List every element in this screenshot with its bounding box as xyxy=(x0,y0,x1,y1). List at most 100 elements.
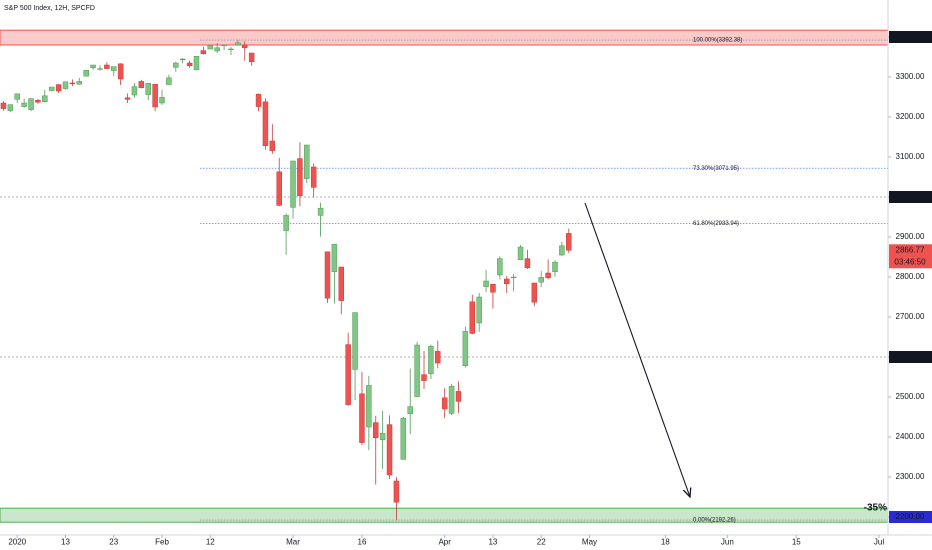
y-tick-label: 2400.00 xyxy=(896,432,925,441)
fib-label: 73.30%(3071.95) xyxy=(693,166,739,172)
candle-body xyxy=(262,101,269,147)
x-tick-label: Jul xyxy=(874,538,884,547)
candle-body xyxy=(517,246,524,261)
candle-body xyxy=(379,433,386,441)
price-axis-bg xyxy=(888,0,932,550)
annotation: -35% xyxy=(864,503,887,514)
candle-body xyxy=(428,345,434,375)
candle-body xyxy=(90,64,96,69)
fib-label: 0.00%(2192.26) xyxy=(693,518,736,524)
candle-body xyxy=(545,272,551,279)
candle-body xyxy=(186,62,193,67)
x-tick-label: 16 xyxy=(358,538,367,547)
candle-body xyxy=(179,58,186,61)
candle-body xyxy=(310,166,317,188)
candle-body xyxy=(448,385,455,414)
candle-body xyxy=(352,312,358,370)
y-tick-label: 3100.00 xyxy=(896,152,925,161)
candle-body xyxy=(21,102,27,107)
candle-body xyxy=(400,417,407,460)
candle-body xyxy=(131,86,138,96)
candle-body xyxy=(62,81,69,89)
x-tick-label: Feb xyxy=(155,538,169,547)
candle-body xyxy=(214,47,220,52)
last-price-box xyxy=(889,244,932,269)
y-tick-label: 2600.00 xyxy=(896,352,925,361)
candle-body xyxy=(483,280,489,287)
candle-body xyxy=(304,144,310,179)
countdown-label: 03:46:50 xyxy=(894,257,926,266)
candle-body xyxy=(476,296,482,324)
candle-body xyxy=(221,44,227,47)
x-tick-label: May xyxy=(582,538,597,547)
candle-body xyxy=(504,278,510,285)
candle-body xyxy=(290,160,296,208)
y-tick-label: 2800.00 xyxy=(896,272,925,281)
candle-body xyxy=(490,283,496,293)
candle-body xyxy=(152,83,158,108)
candle-body xyxy=(531,282,538,303)
candle-body xyxy=(324,251,331,299)
candle-body xyxy=(359,393,365,443)
candle-body xyxy=(248,52,255,63)
candle-body xyxy=(276,171,282,206)
candle-body xyxy=(469,301,475,334)
candle-body xyxy=(0,102,7,109)
candle-body xyxy=(283,215,289,231)
candle-body xyxy=(55,84,62,92)
y-tick-label: 3000.00 xyxy=(896,192,925,201)
y-tick-label: 2500.00 xyxy=(896,392,925,401)
candle-body xyxy=(104,64,110,69)
candle-body xyxy=(366,385,372,428)
candle-body xyxy=(414,344,420,397)
candle-body xyxy=(200,50,207,55)
candle-body xyxy=(138,81,145,89)
candles-layer xyxy=(0,39,572,521)
candle-body xyxy=(338,266,345,301)
candle-body xyxy=(373,422,379,439)
candle-body xyxy=(83,69,89,77)
candle-body xyxy=(76,81,83,85)
candle-body xyxy=(14,93,20,100)
background-layer: 100.00%(3392.38) 73.30%(3071.95) 61.80%(29… xyxy=(0,29,889,524)
x-tick-label: 18 xyxy=(661,538,670,547)
y-tick-label: 2300.00 xyxy=(896,472,925,481)
y-tick-highlight xyxy=(889,191,932,203)
candle-body xyxy=(524,258,531,269)
x-tick-label: 15 xyxy=(792,538,801,547)
candle-body xyxy=(124,97,131,100)
projection-arrow xyxy=(584,202,690,497)
fib-label: 100.00%(3392.38) xyxy=(693,38,742,44)
x-tick-label: 13 xyxy=(488,538,497,547)
candle-body xyxy=(48,86,55,91)
candle-body xyxy=(117,63,124,80)
chart-title: S&P 500 Index, 12H, SPCFD xyxy=(4,5,95,12)
candle-body xyxy=(207,45,214,50)
candle-body xyxy=(69,82,76,85)
candle-body xyxy=(242,44,248,49)
candle-body xyxy=(407,406,413,415)
candle-body xyxy=(386,424,393,476)
last-price-label: 2866.77 xyxy=(896,245,925,254)
candle-body xyxy=(552,261,558,273)
x-tick-label: 12 xyxy=(206,538,215,547)
candle-body xyxy=(35,99,41,103)
x-tick-label: 2020 xyxy=(8,538,26,547)
candle-body xyxy=(441,397,448,410)
candle-body xyxy=(510,276,517,279)
candle-body xyxy=(28,98,34,111)
candle-body xyxy=(317,207,324,216)
candle-body xyxy=(297,158,303,197)
candle-body xyxy=(228,48,234,51)
candle-body xyxy=(435,351,441,364)
candle-body xyxy=(166,77,172,85)
y-tick-label: 3200.00 xyxy=(896,112,925,121)
time-axis-bg xyxy=(0,535,932,550)
candle-body xyxy=(538,277,544,283)
candle-body xyxy=(145,83,151,95)
candle-body xyxy=(497,258,503,276)
candle-body xyxy=(421,374,427,381)
